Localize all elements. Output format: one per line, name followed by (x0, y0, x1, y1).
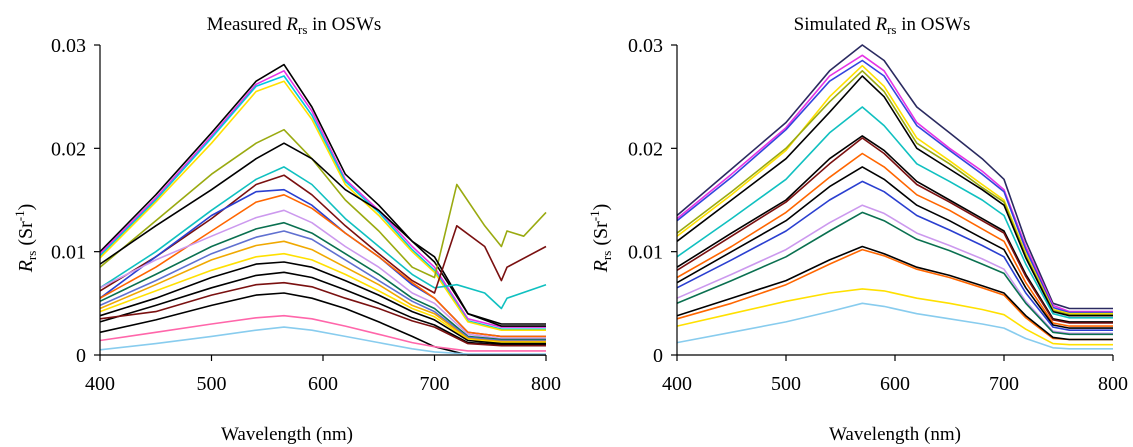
series-line-5 (676, 70, 1113, 316)
x-tick-label: 800 (1098, 373, 1128, 395)
y-axis-label: Rrs (Sr-1) (12, 204, 39, 274)
series-line-21 (99, 326, 546, 355)
series-line-4 (99, 80, 546, 331)
series-line-5 (99, 128, 547, 279)
simulated-plot-area: 400 500 600 700 800 0 0.01 0.02 0.03 (628, 35, 1128, 395)
y-tick-label: 0 (76, 345, 86, 367)
x-axis-label: Wavelength (nm) (221, 424, 353, 445)
series-line-11 (99, 209, 546, 340)
series-line-13 (676, 204, 1113, 335)
series-line-7 (99, 166, 547, 310)
x-tick-label: 400 (85, 373, 115, 395)
series-line-14 (676, 211, 1113, 336)
x-tick-label: 800 (531, 373, 561, 395)
series-line-10 (99, 194, 546, 338)
y-tick-label: 0.02 (51, 138, 86, 160)
simulated-chart-panel: Simulated Rrs in OSWs 400 500 600 700 800 0 0.… (587, 14, 1128, 445)
measured-plot-area: 400 500 600 700 800 0 0.01 0.02 0.03 (51, 35, 561, 395)
measured-chart-panel: Measured Rrs in OSWs 400 500 600 700 800 0 0.0… (12, 14, 561, 445)
x-axis-label: Wavelength (nm) (829, 424, 961, 445)
series-line-1 (99, 63, 546, 325)
y-axis-label: Rrs (Sr-1) (587, 204, 614, 274)
y-tick-label: 0 (653, 345, 663, 367)
series-line-6 (676, 75, 1113, 317)
series-line-17 (676, 288, 1113, 346)
y-tick-label: 0.03 (628, 35, 663, 57)
chart-title: Measured Rrs in OSWs (207, 14, 382, 37)
series-line-9 (676, 137, 1113, 324)
series-line-10 (676, 152, 1113, 327)
series-line-18 (99, 281, 546, 347)
series-line-16 (676, 245, 1113, 341)
x-tick-label: 500 (771, 373, 801, 395)
y-tick-label: 0.01 (628, 242, 663, 264)
series-line-7 (676, 106, 1113, 319)
series-line-17 (99, 271, 546, 346)
x-tick-label: 700 (989, 373, 1019, 395)
series-line-13 (99, 230, 546, 342)
y-tick-label: 0.02 (628, 138, 663, 160)
x-tick-label: 400 (662, 373, 692, 395)
x-tick-label: 700 (420, 373, 450, 395)
y-tick-label: 0.01 (51, 242, 86, 264)
series-line-20 (99, 314, 546, 352)
series-line-3 (676, 59, 1113, 314)
x-tick-label: 600 (308, 373, 338, 395)
x-tick-label: 500 (197, 373, 227, 395)
series-line-11 (676, 166, 1113, 329)
y-tick-label: 0.03 (51, 35, 86, 57)
series-line-15 (676, 248, 1113, 341)
series-line-15 (99, 252, 546, 344)
series-line-6 (99, 142, 546, 327)
chart-title: Simulated Rrs in OSWs (794, 14, 971, 37)
series-line-1 (676, 44, 1113, 310)
series-line-2 (676, 54, 1113, 313)
series-line-18 (676, 302, 1113, 350)
series-line-12 (676, 180, 1113, 331)
x-tick-label: 600 (880, 373, 910, 395)
series-line-16 (99, 261, 546, 345)
series-line-14 (99, 240, 546, 343)
series-line-2 (99, 70, 546, 328)
